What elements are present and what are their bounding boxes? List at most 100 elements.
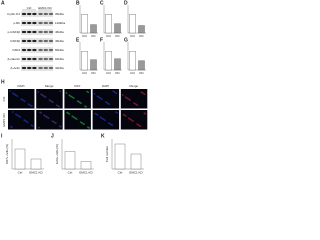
group-label: Ctrl — [27, 6, 32, 10]
blot-strip — [21, 47, 53, 53]
group-label: EMC1 KD — [38, 6, 52, 10]
row-label: Cyclin D1 — [7, 12, 20, 16]
nucleus — [86, 90, 89, 93]
panel-label: A — [1, 0, 5, 6]
nucleus — [65, 92, 68, 94]
micrograph — [92, 89, 120, 109]
nucleus — [58, 125, 61, 128]
nucleus — [133, 102, 136, 104]
panel-label: I — [1, 133, 3, 139]
panel-label: C — [100, 0, 104, 6]
band — [27, 30, 32, 34]
band — [48, 21, 54, 25]
nucleus — [40, 93, 42, 96]
nucleus — [27, 103, 30, 106]
band — [48, 39, 54, 43]
x-tick-label: Ctrl — [130, 34, 135, 38]
nucleus — [30, 124, 33, 127]
column-label: DAPI — [102, 84, 109, 88]
nucleus — [9, 125, 12, 128]
band — [38, 21, 43, 25]
band — [27, 39, 32, 43]
band — [38, 12, 43, 16]
nucleus — [127, 117, 130, 120]
nucleus — [115, 111, 118, 114]
blot-strip — [21, 11, 53, 17]
x-tick-label: Ctrl — [106, 71, 111, 75]
bar — [90, 59, 97, 71]
nucleus — [68, 94, 71, 97]
nucleus — [12, 92, 14, 95]
nucleus — [136, 123, 139, 125]
blot-strip — [21, 20, 53, 26]
nucleus — [66, 111, 69, 114]
row-label: FZD4 — [13, 48, 21, 52]
bar — [105, 14, 112, 34]
band — [21, 12, 27, 16]
panel-label: B — [76, 0, 80, 6]
band — [32, 30, 37, 34]
column-label: Merge — [45, 84, 54, 88]
panel-label: E — [76, 37, 80, 43]
band — [32, 39, 37, 43]
row-label: EMC1 KD — [2, 113, 6, 127]
x-tick-label: KD — [139, 71, 144, 75]
blot-strip — [21, 56, 53, 62]
row-label: GSK3β — [10, 39, 20, 43]
band — [21, 39, 27, 43]
bar — [114, 58, 121, 71]
row-label: β-Actin — [11, 66, 21, 70]
nucleus — [51, 120, 54, 122]
micrograph — [120, 89, 148, 109]
nucleus — [71, 115, 74, 118]
figure: A H Ctrl EMC1 KD Cyclin D1 36kDa p-Rb 110kDa p… — [0, 0, 150, 180]
band — [32, 57, 37, 61]
nucleus — [39, 111, 41, 114]
row-label: p-GSK3β — [8, 30, 21, 34]
band — [43, 12, 48, 16]
nucleus — [15, 113, 17, 116]
band — [21, 30, 27, 34]
row-label: Ctrl — [2, 96, 6, 101]
bar — [138, 25, 145, 34]
band — [48, 48, 54, 52]
panel-label: F — [100, 37, 103, 43]
bar — [14, 148, 26, 170]
band — [21, 66, 27, 70]
panel-label: D — [124, 0, 128, 6]
size-label: 92kDa — [55, 57, 64, 61]
nucleus — [96, 95, 99, 98]
nucleus — [94, 112, 97, 115]
nucleus — [43, 114, 45, 117]
nucleus — [20, 98, 23, 100]
blot-strip — [21, 29, 53, 35]
x-tick-label: EMC1 KD — [129, 170, 143, 174]
size-label: 60kDa — [55, 48, 64, 52]
nucleus — [23, 119, 26, 121]
band — [38, 30, 43, 34]
band — [43, 21, 48, 25]
size-label: 110kDa — [55, 21, 65, 25]
micrograph — [92, 110, 120, 130]
band — [21, 21, 27, 25]
band — [27, 57, 32, 61]
band — [43, 30, 48, 34]
nucleus — [93, 93, 96, 95]
bar — [138, 60, 145, 71]
size-label: 46kDa — [55, 39, 64, 43]
bar — [114, 143, 126, 170]
row-label: p-Rb — [13, 21, 20, 25]
band — [43, 48, 48, 52]
nucleus — [140, 91, 143, 94]
x-tick-label: Ctrl — [82, 71, 87, 75]
band — [32, 12, 37, 16]
band — [27, 48, 32, 52]
x-tick-label: KD — [115, 71, 120, 75]
column-label: Merge — [130, 84, 139, 88]
x-tick-label: Ctrl — [18, 170, 23, 174]
bar — [30, 158, 42, 170]
band — [48, 66, 54, 70]
panel-label: K — [101, 133, 105, 139]
column-label: DAPI — [17, 84, 24, 88]
micrograph — [120, 110, 148, 130]
